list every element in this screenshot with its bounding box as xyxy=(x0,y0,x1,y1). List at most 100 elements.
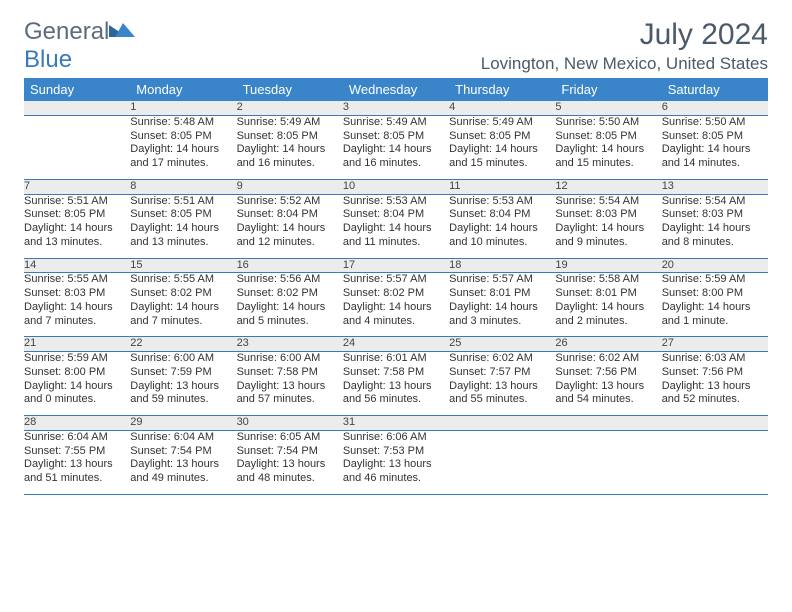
daynum-row: 14151617181920 xyxy=(24,258,768,273)
cell-sunrise: Sunrise: 5:58 AM xyxy=(555,273,661,287)
cell-sunset: Sunset: 8:02 PM xyxy=(237,287,343,301)
cell-daylight1: Daylight: 14 hours xyxy=(130,222,236,236)
cell-sunrise: Sunrise: 5:55 AM xyxy=(24,273,130,287)
cell-sunset: Sunset: 8:01 PM xyxy=(449,287,555,301)
cell-daylight1: Daylight: 13 hours xyxy=(555,380,661,394)
weekday-header: Thursday xyxy=(449,78,555,101)
location-text: Lovington, New Mexico, United States xyxy=(481,54,768,74)
day-number: 17 xyxy=(343,258,449,273)
content-row: Sunrise: 5:51 AMSunset: 8:05 PMDaylight:… xyxy=(24,194,768,258)
cell-daylight1: Daylight: 14 hours xyxy=(237,222,343,236)
cell-sunrise: Sunrise: 6:02 AM xyxy=(555,352,661,366)
cell-sunset: Sunset: 7:53 PM xyxy=(343,445,449,459)
cell-daylight1: Daylight: 14 hours xyxy=(662,222,768,236)
day-cell xyxy=(449,430,555,494)
cell-daylight1: Daylight: 14 hours xyxy=(130,143,236,157)
cell-daylight1: Daylight: 13 hours xyxy=(130,458,236,472)
cell-daylight2: and 48 minutes. xyxy=(237,472,343,486)
cell-daylight2: and 49 minutes. xyxy=(130,472,236,486)
day-number: 14 xyxy=(24,258,130,273)
day-number: 25 xyxy=(449,337,555,352)
daynum-row: 78910111213 xyxy=(24,179,768,194)
day-number: 20 xyxy=(662,258,768,273)
cell-sunset: Sunset: 7:58 PM xyxy=(237,366,343,380)
day-number xyxy=(24,101,130,115)
cell-daylight2: and 16 minutes. xyxy=(343,157,449,171)
day-cell xyxy=(662,430,768,494)
day-cell: Sunrise: 5:54 AMSunset: 8:03 PMDaylight:… xyxy=(662,194,768,258)
day-number xyxy=(449,416,555,431)
day-number xyxy=(555,416,661,431)
day-number: 29 xyxy=(130,416,236,431)
day-number: 12 xyxy=(555,179,661,194)
day-cell: Sunrise: 6:01 AMSunset: 7:58 PMDaylight:… xyxy=(343,352,449,416)
weekday-header: Tuesday xyxy=(237,78,343,101)
day-cell: Sunrise: 5:55 AMSunset: 8:02 PMDaylight:… xyxy=(130,273,236,337)
cell-sunset: Sunset: 8:05 PM xyxy=(662,130,768,144)
cell-sunset: Sunset: 8:05 PM xyxy=(449,130,555,144)
day-number: 2 xyxy=(237,101,343,115)
day-cell xyxy=(24,115,130,179)
cell-daylight2: and 46 minutes. xyxy=(343,472,449,486)
day-number: 27 xyxy=(662,337,768,352)
day-number: 3 xyxy=(343,101,449,115)
day-number: 13 xyxy=(662,179,768,194)
page-title: July 2024 xyxy=(481,18,768,52)
content-row: Sunrise: 5:59 AMSunset: 8:00 PMDaylight:… xyxy=(24,352,768,416)
cell-sunset: Sunset: 7:54 PM xyxy=(237,445,343,459)
cell-daylight2: and 17 minutes. xyxy=(130,157,236,171)
cell-sunrise: Sunrise: 5:59 AM xyxy=(24,352,130,366)
day-number: 22 xyxy=(130,337,236,352)
day-cell: Sunrise: 6:00 AMSunset: 7:59 PMDaylight:… xyxy=(130,352,236,416)
cell-sunrise: Sunrise: 5:49 AM xyxy=(343,116,449,130)
cell-sunrise: Sunrise: 5:57 AM xyxy=(449,273,555,287)
content-row: Sunrise: 6:04 AMSunset: 7:55 PMDaylight:… xyxy=(24,430,768,494)
cell-sunset: Sunset: 8:02 PM xyxy=(343,287,449,301)
cell-daylight1: Daylight: 14 hours xyxy=(555,222,661,236)
content-row: Sunrise: 5:48 AMSunset: 8:05 PMDaylight:… xyxy=(24,115,768,179)
cell-daylight1: Daylight: 14 hours xyxy=(449,222,555,236)
cell-daylight1: Daylight: 14 hours xyxy=(555,301,661,315)
day-cell: Sunrise: 6:06 AMSunset: 7:53 PMDaylight:… xyxy=(343,430,449,494)
day-cell: Sunrise: 5:55 AMSunset: 8:03 PMDaylight:… xyxy=(24,273,130,337)
cell-sunrise: Sunrise: 5:59 AM xyxy=(662,273,768,287)
cell-sunset: Sunset: 7:56 PM xyxy=(662,366,768,380)
cell-sunset: Sunset: 8:01 PM xyxy=(555,287,661,301)
cell-sunrise: Sunrise: 5:53 AM xyxy=(449,195,555,209)
cell-daylight1: Daylight: 13 hours xyxy=(130,380,236,394)
cell-daylight2: and 7 minutes. xyxy=(24,315,130,329)
cell-sunset: Sunset: 8:05 PM xyxy=(237,130,343,144)
day-number: 30 xyxy=(237,416,343,431)
day-number: 6 xyxy=(662,101,768,115)
cell-daylight2: and 12 minutes. xyxy=(237,236,343,250)
weekday-header: Sunday xyxy=(24,78,130,101)
cell-daylight2: and 59 minutes. xyxy=(130,393,236,407)
cell-daylight1: Daylight: 14 hours xyxy=(449,301,555,315)
cell-daylight1: Daylight: 14 hours xyxy=(237,143,343,157)
cell-daylight2: and 5 minutes. xyxy=(237,315,343,329)
day-cell: Sunrise: 5:59 AMSunset: 8:00 PMDaylight:… xyxy=(662,273,768,337)
cell-daylight1: Daylight: 14 hours xyxy=(449,143,555,157)
logo-text-blue: Blue xyxy=(24,46,72,73)
cell-sunrise: Sunrise: 5:48 AM xyxy=(130,116,236,130)
cell-sunset: Sunset: 8:05 PM xyxy=(130,208,236,222)
cell-daylight2: and 52 minutes. xyxy=(662,393,768,407)
cell-daylight2: and 15 minutes. xyxy=(449,157,555,171)
weekday-header-row: Sunday Monday Tuesday Wednesday Thursday… xyxy=(24,78,768,101)
day-number: 31 xyxy=(343,416,449,431)
day-cell: Sunrise: 5:50 AMSunset: 8:05 PMDaylight:… xyxy=(555,115,661,179)
cell-daylight1: Daylight: 13 hours xyxy=(343,380,449,394)
cell-daylight1: Daylight: 14 hours xyxy=(343,143,449,157)
day-cell: Sunrise: 5:50 AMSunset: 8:05 PMDaylight:… xyxy=(662,115,768,179)
cell-daylight2: and 13 minutes. xyxy=(24,236,130,250)
day-cell: Sunrise: 5:54 AMSunset: 8:03 PMDaylight:… xyxy=(555,194,661,258)
cell-daylight2: and 57 minutes. xyxy=(237,393,343,407)
daynum-row: 123456 xyxy=(24,101,768,115)
day-number: 11 xyxy=(449,179,555,194)
cell-sunrise: Sunrise: 5:55 AM xyxy=(130,273,236,287)
weekday-header: Saturday xyxy=(662,78,768,101)
cell-sunset: Sunset: 8:05 PM xyxy=(343,130,449,144)
cell-daylight2: and 13 minutes. xyxy=(130,236,236,250)
cell-daylight1: Daylight: 13 hours xyxy=(343,458,449,472)
daynum-row: 21222324252627 xyxy=(24,337,768,352)
